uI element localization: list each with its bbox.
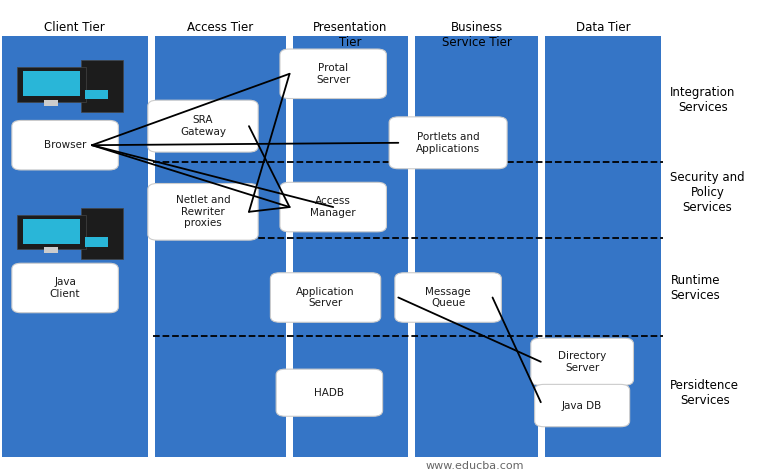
FancyBboxPatch shape — [12, 120, 119, 170]
Bar — [2, 36, 148, 457]
Bar — [44, 99, 58, 106]
Text: Browser: Browser — [44, 140, 87, 150]
Text: Business
Service Tier: Business Service Tier — [442, 21, 512, 50]
Bar — [545, 36, 661, 457]
Text: Access
Manager: Access Manager — [310, 196, 356, 218]
Text: Integration
Services: Integration Services — [670, 86, 735, 114]
FancyBboxPatch shape — [280, 49, 386, 99]
Text: Security and
Policy
Services: Security and Policy Services — [670, 171, 745, 214]
Text: Client Tier: Client Tier — [44, 21, 105, 34]
FancyBboxPatch shape — [535, 385, 630, 426]
Text: Java DB: Java DB — [562, 400, 602, 411]
Text: Runtime
Services: Runtime Services — [670, 274, 720, 302]
Text: Application
Server: Application Server — [296, 287, 355, 308]
Bar — [23, 71, 80, 96]
Bar — [415, 36, 538, 457]
FancyBboxPatch shape — [280, 182, 386, 232]
Bar — [44, 247, 58, 253]
Text: SRA
Gateway: SRA Gateway — [180, 115, 226, 137]
Text: Netlet and
Rewriter
proxies: Netlet and Rewriter proxies — [175, 195, 231, 228]
FancyBboxPatch shape — [12, 263, 119, 313]
Text: Access Tier: Access Tier — [187, 21, 254, 34]
FancyBboxPatch shape — [395, 273, 501, 322]
FancyBboxPatch shape — [389, 117, 507, 169]
Bar — [17, 215, 86, 249]
Text: Persidtence
Services: Persidtence Services — [670, 379, 739, 407]
Bar — [155, 36, 286, 457]
Text: Portlets and
Applications: Portlets and Applications — [416, 132, 480, 154]
Bar — [81, 208, 123, 259]
Bar — [293, 36, 408, 457]
Text: Directory
Server: Directory Server — [558, 351, 606, 373]
Text: Data Tier: Data Tier — [576, 21, 630, 34]
Bar — [17, 67, 86, 101]
Bar — [23, 219, 80, 244]
FancyBboxPatch shape — [148, 100, 258, 152]
Text: Java
Client: Java Client — [50, 277, 80, 299]
Text: Presentation
Tier: Presentation Tier — [313, 21, 388, 50]
Text: Message
Queue: Message Queue — [425, 287, 471, 308]
FancyBboxPatch shape — [531, 338, 633, 386]
Text: HADB: HADB — [314, 387, 345, 398]
FancyBboxPatch shape — [276, 369, 383, 416]
Text: www.educba.com: www.educba.com — [426, 461, 524, 471]
Text: Protal
Server: Protal Server — [316, 63, 350, 85]
Bar — [85, 238, 108, 247]
Bar — [81, 60, 123, 112]
Bar — [85, 90, 108, 99]
FancyBboxPatch shape — [148, 183, 258, 240]
FancyBboxPatch shape — [270, 273, 381, 322]
